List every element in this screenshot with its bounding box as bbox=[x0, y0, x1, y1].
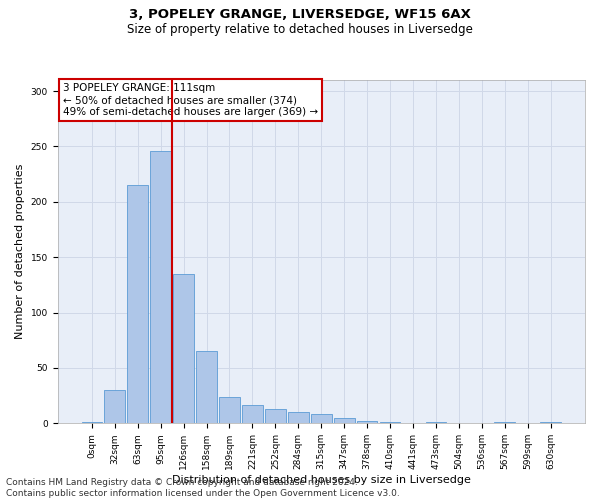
Text: Size of property relative to detached houses in Liversedge: Size of property relative to detached ho… bbox=[127, 22, 473, 36]
Bar bbox=[311, 414, 332, 424]
Bar bbox=[334, 418, 355, 424]
Bar bbox=[541, 422, 561, 424]
Y-axis label: Number of detached properties: Number of detached properties bbox=[15, 164, 25, 340]
Text: Contains HM Land Registry data © Crown copyright and database right 2024.
Contai: Contains HM Land Registry data © Crown c… bbox=[6, 478, 400, 498]
Bar bbox=[127, 185, 148, 424]
Bar bbox=[357, 421, 377, 424]
Text: 3, POPELEY GRANGE, LIVERSEDGE, WF15 6AX: 3, POPELEY GRANGE, LIVERSEDGE, WF15 6AX bbox=[129, 8, 471, 20]
Bar bbox=[242, 404, 263, 423]
Text: 3 POPELEY GRANGE: 111sqm
← 50% of detached houses are smaller (374)
49% of semi-: 3 POPELEY GRANGE: 111sqm ← 50% of detach… bbox=[63, 84, 318, 116]
Bar bbox=[219, 397, 240, 423]
Bar bbox=[173, 274, 194, 424]
Bar bbox=[380, 422, 400, 424]
Bar bbox=[425, 422, 446, 424]
X-axis label: Distribution of detached houses by size in Liversedge: Distribution of detached houses by size … bbox=[172, 475, 471, 485]
Bar bbox=[196, 352, 217, 424]
Bar bbox=[104, 390, 125, 424]
Bar bbox=[82, 422, 102, 424]
Bar bbox=[151, 151, 171, 423]
Bar bbox=[494, 422, 515, 424]
Bar bbox=[288, 412, 308, 424]
Bar bbox=[265, 409, 286, 424]
